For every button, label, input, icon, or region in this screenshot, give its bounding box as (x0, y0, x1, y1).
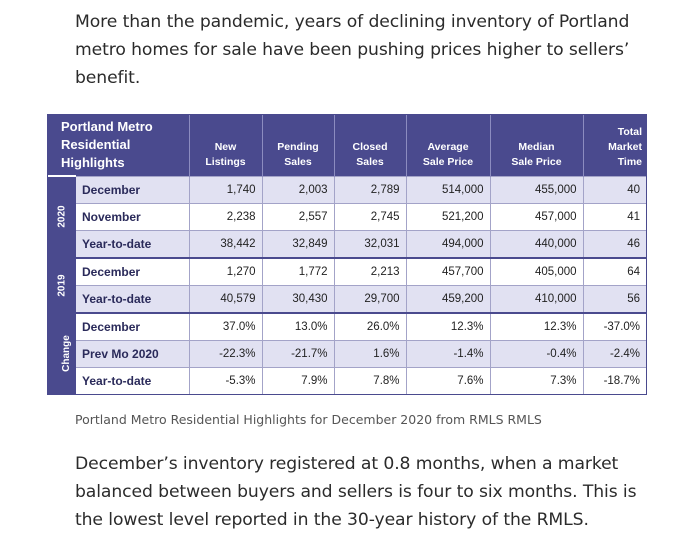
column-header-closed-sales: Closed Sales (333, 115, 407, 176)
table-cell: 29,700 (333, 284, 407, 313)
outro-paragraph: December’s inventory registered at 0.8 m… (75, 454, 637, 530)
table-cell: 410,000 (489, 284, 584, 313)
table-cell: 13.0% (261, 311, 335, 340)
table-title-line: Highlights (61, 155, 125, 170)
row-group-label: 2019 (48, 256, 76, 313)
row-label: Prev Mo 2020 (76, 339, 190, 367)
table-row: 2020 December 1,740 2,003 2,789 514,000 455,00… (48, 175, 647, 258)
row-label: Year-to-date (76, 229, 190, 258)
table-title-line: Portland Metro (61, 119, 153, 134)
table-row: Change December 37.0% 13.0% 26.0% 12.3% 12.3% -… (48, 311, 647, 394)
table-cell: 12.3% (489, 311, 584, 340)
table-row: Year-to-date 38,442 32,849 32,031 494,000 440… (48, 229, 647, 258)
table-cell: 7.6% (405, 366, 491, 394)
table-title-line: Residential (61, 137, 131, 152)
table-row: 2019 December 1,270 1,772 2,213 457,700 405,00… (48, 256, 647, 313)
row-label: December (76, 311, 190, 340)
table-cell: 32,031 (333, 229, 407, 258)
table-cell: 26.0% (333, 311, 407, 340)
table-body: 2020 December 1,740 2,003 2,789 514,000 455,00… (48, 175, 647, 394)
table-cell: -37.0% (582, 311, 647, 340)
table-caption: Portland Metro Residential Highlights fo… (75, 412, 542, 427)
table-row: Year-to-date 40,579 30,430 29,700 459,200 410… (48, 284, 647, 313)
table-cell: 459,200 (405, 284, 491, 313)
row-label: Year-to-date (76, 366, 190, 394)
row-label: November (76, 202, 190, 230)
table-cell: 2,238 (188, 202, 263, 230)
table-cell: -22.3% (188, 339, 263, 367)
table-cell: 56 (582, 284, 647, 313)
row-group-label: Change (48, 311, 76, 394)
table-cell: 37.0% (188, 311, 263, 340)
table-cell: 7.3% (489, 366, 584, 394)
table-cell: 1,270 (188, 256, 263, 285)
table-cell: 7.9% (261, 366, 335, 394)
highlights-table: Portland Metro Residential Highlights Ne… (48, 115, 647, 394)
table-cell: 40 (582, 175, 647, 203)
table-cell: 32,849 (261, 229, 335, 258)
table-cell: 2,557 (261, 202, 335, 230)
table-row: Year-to-date -5.3% 7.9% 7.8% 7.6% 7.3% -18.7% (48, 366, 647, 394)
table-cell: 2,745 (333, 202, 407, 230)
highlights-table-frame: Portland Metro Residential Highlights Ne… (47, 114, 647, 395)
column-header-total-market-time: Total Market Time (582, 115, 647, 176)
row-group-text: Change (60, 335, 72, 372)
table-cell: 1,772 (261, 256, 335, 285)
table-cell: 405,000 (489, 256, 584, 285)
table-cell: 30,430 (261, 284, 335, 313)
table-cell: -18.7% (582, 366, 647, 394)
column-header-average-sale-price: Average Sale Price (405, 115, 491, 176)
table-cell: 38,442 (188, 229, 263, 258)
table-cell: 514,000 (405, 175, 491, 203)
table-title: Portland Metro Residential Highlights (48, 115, 190, 176)
row-label: Year-to-date (76, 284, 190, 313)
intro-paragraph: More than the pandemic, years of declini… (75, 12, 630, 88)
table-cell: 2,213 (333, 256, 407, 285)
row-label: December (76, 175, 190, 203)
table-cell: 12.3% (405, 311, 491, 340)
table-cell: -1.4% (405, 339, 491, 367)
table-header-row: Portland Metro Residential Highlights Ne… (48, 115, 647, 176)
row-group-text: 2019 (56, 273, 68, 297)
table-cell: -21.7% (261, 339, 335, 367)
table-cell: 41 (582, 202, 647, 230)
row-label: December (76, 256, 190, 285)
row-group-label: 2020 (48, 175, 76, 258)
table-cell: 521,200 (405, 202, 491, 230)
table-cell: 7.8% (333, 366, 407, 394)
table-cell: 455,000 (489, 175, 584, 203)
table-cell: 2,789 (333, 175, 407, 203)
column-header-new-listings: New Listings (188, 115, 263, 176)
row-group-text: 2020 (56, 205, 68, 228)
table-cell: 440,000 (489, 229, 584, 258)
table-cell: 40,579 (188, 284, 263, 313)
table-cell: 46 (582, 229, 647, 258)
table-cell: 1,740 (188, 175, 263, 203)
table-cell: 457,000 (489, 202, 584, 230)
column-header-median-sale-price: Median Sale Price (489, 115, 584, 176)
table-row: Prev Mo 2020 -22.3% -21.7% 1.6% -1.4% -0.4% -2… (48, 339, 647, 367)
table-cell: 457,700 (405, 256, 491, 285)
table-cell: -2.4% (582, 339, 647, 367)
column-header-pending-sales: Pending Sales (261, 115, 335, 176)
table-cell: 494,000 (405, 229, 491, 258)
table-row: November 2,238 2,557 2,745 521,200 457,000 41 (48, 202, 647, 230)
table-cell: -5.3% (188, 366, 263, 394)
table-cell: -0.4% (489, 339, 584, 367)
table-cell: 1.6% (333, 339, 407, 367)
table-cell: 2,003 (261, 175, 335, 203)
table-cell: 64 (582, 256, 647, 285)
